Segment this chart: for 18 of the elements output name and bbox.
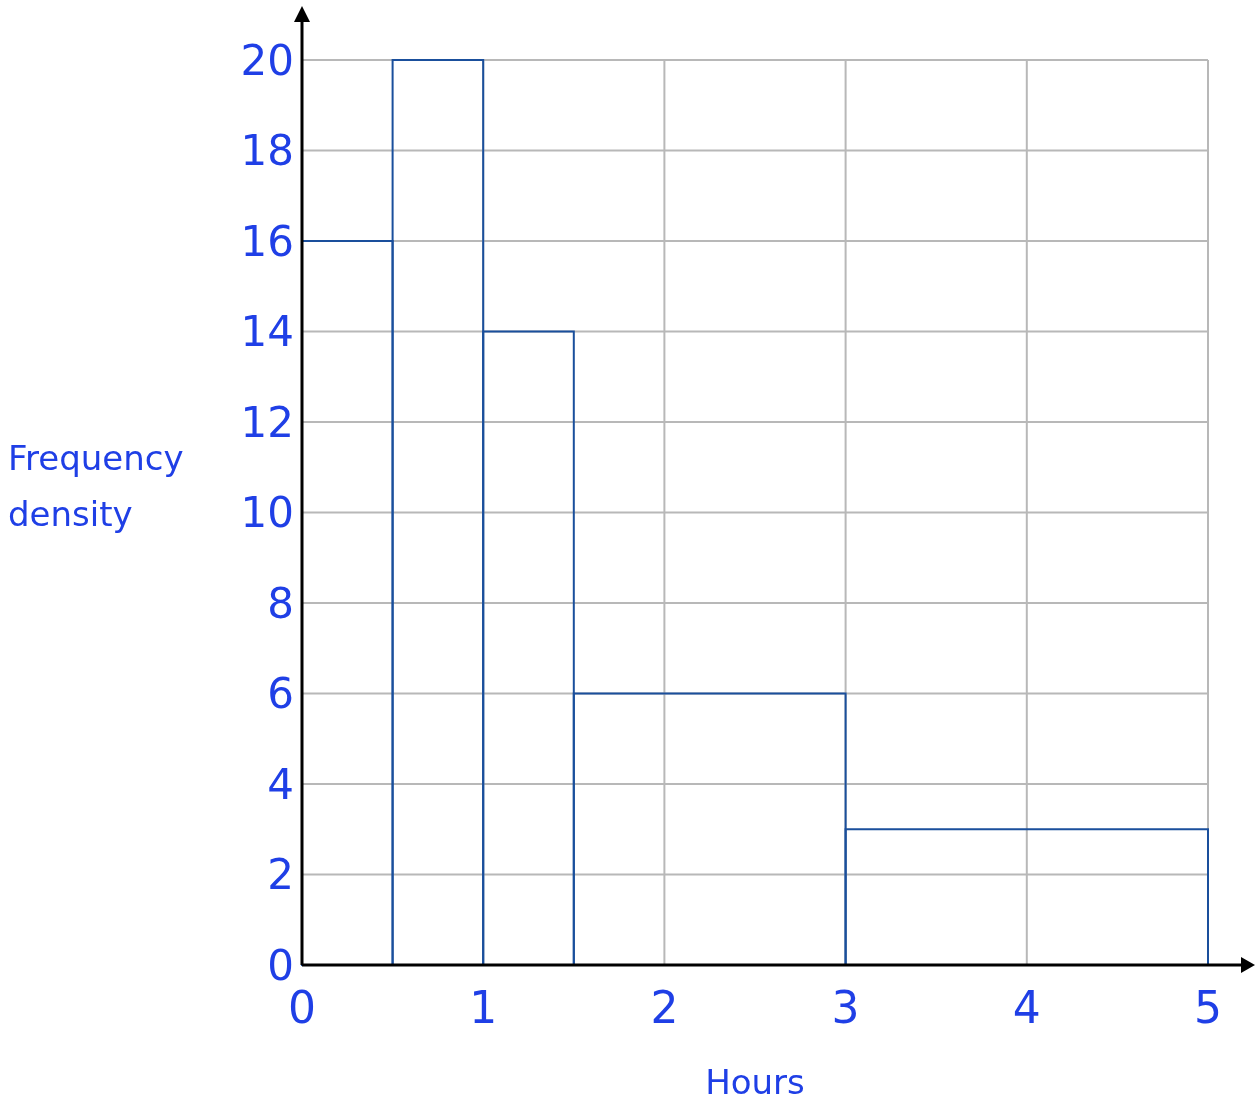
y-tick-label: 10 xyxy=(240,488,294,538)
x-tick-label: 3 xyxy=(831,982,860,1033)
x-tick-label: 1 xyxy=(469,982,498,1033)
y-tick-label: 2 xyxy=(267,850,294,900)
y-tick-label: 8 xyxy=(267,578,294,628)
y-tick-label: 0 xyxy=(267,940,294,990)
y-axis-title: Frequency density xyxy=(8,438,184,534)
x-tick-label: 5 xyxy=(1194,982,1222,1033)
y-tick-label: 12 xyxy=(240,397,294,447)
y-tick-label: 18 xyxy=(240,126,294,176)
x-axis-title: Hours xyxy=(705,1062,805,1102)
y-tick-label: 4 xyxy=(267,759,294,809)
y-tick-label: 20 xyxy=(240,35,294,85)
x-tick-label: 4 xyxy=(1012,982,1041,1033)
y-tick-label: 14 xyxy=(240,307,294,357)
x-tick-label: 2 xyxy=(650,982,679,1033)
y-tick-label: 16 xyxy=(240,216,294,266)
y-tick-label: 6 xyxy=(267,669,294,719)
